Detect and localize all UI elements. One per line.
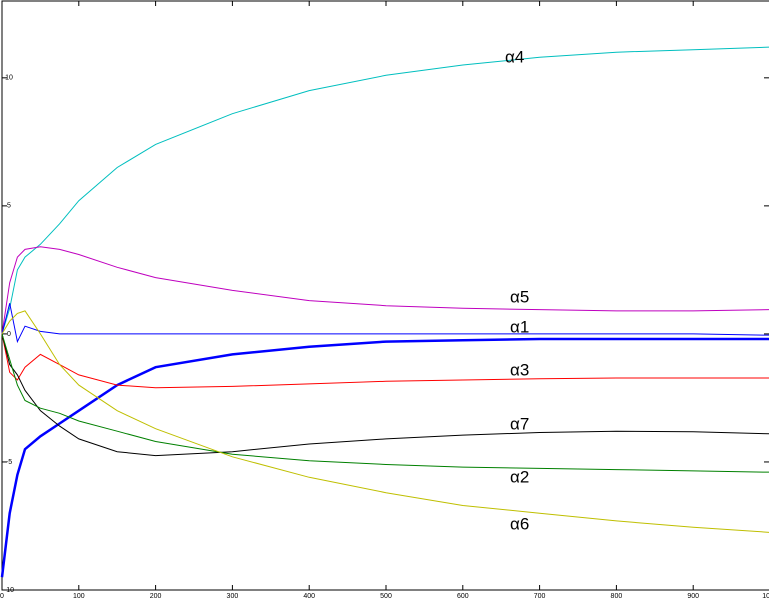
- series-line: [1, 333, 769, 457]
- annotation: α3: [510, 360, 529, 379]
- series-line: [1, 46, 769, 335]
- x-tick-label: 200: [150, 593, 162, 600]
- annotation: α4: [505, 47, 524, 66]
- x-tick-label: 800: [611, 593, 623, 600]
- annotation: α7: [510, 414, 529, 433]
- x-tick-label: 0: [0, 593, 4, 600]
- series-line: [1, 303, 769, 344]
- annotation: α2: [510, 467, 529, 486]
- series-line: [1, 246, 769, 334]
- x-tick-label: 700: [534, 593, 546, 600]
- y-tick-label: -5: [6, 459, 12, 466]
- series-line: [1, 333, 769, 473]
- annotation: α5: [510, 287, 529, 306]
- x-tick-label: 500: [380, 593, 392, 600]
- x-tick-label: 1000: [762, 593, 769, 600]
- x-tick-label: 100: [73, 593, 85, 600]
- y-tick-label: 10: [5, 75, 13, 82]
- series-line: [1, 310, 769, 533]
- y-tick-label: -10: [4, 587, 14, 594]
- annotation: α1: [510, 317, 529, 336]
- series-line: [0, 337, 769, 578]
- x-tick-label: 400: [303, 593, 315, 600]
- x-tick-label: 600: [457, 593, 469, 600]
- y-tick-label: 5: [7, 203, 11, 210]
- x-tick-label: 300: [227, 593, 239, 600]
- x-tick-label: 900: [687, 593, 699, 600]
- series-line: [1, 333, 769, 389]
- y-tick-label: 0: [7, 331, 11, 338]
- annotation: α6: [510, 514, 529, 533]
